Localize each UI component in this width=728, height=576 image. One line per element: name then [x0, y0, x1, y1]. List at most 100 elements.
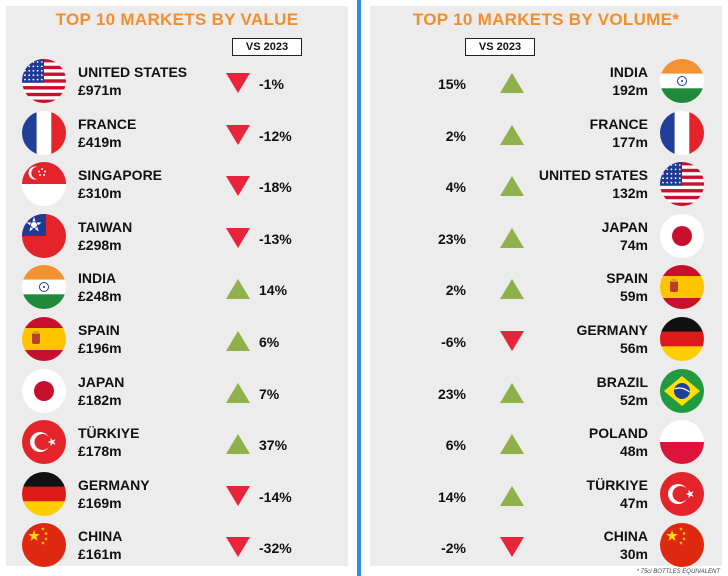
change-percent: 4% — [445, 179, 466, 196]
taiwan-flag-icon — [22, 213, 66, 258]
china-flag-icon — [22, 523, 66, 568]
market-value: 59m — [619, 288, 648, 305]
change-percent: -6% — [441, 334, 466, 350]
market-row: SPAIN 59m 2% — [370, 261, 722, 312]
country-name: INDIA — [609, 64, 648, 80]
change-percent: 14% — [259, 282, 288, 299]
france-flag-icon — [660, 110, 704, 155]
up-triangle-icon — [500, 124, 524, 150]
volume-panel-title: TOP 10 MARKETS BY VOLUME* — [412, 10, 680, 29]
footnote: * 75cl BOTTLES EQUIVALENT — [636, 569, 720, 575]
country-name: SINGAPORE — [78, 167, 163, 184]
market-row: CHINA £161m -32% — [6, 519, 348, 570]
market-row: JAPAN 74m 23% — [370, 210, 722, 261]
market-row: TÜRKIYE £178m 37% — [6, 416, 348, 467]
country-name: FRANCE — [589, 115, 648, 132]
country-name: UNITED STATES — [538, 167, 648, 184]
up-triangle-icon — [226, 279, 250, 304]
poland-flag-icon — [660, 420, 704, 465]
market-value: 47m — [619, 494, 648, 511]
down-triangle-icon — [500, 537, 524, 562]
change-percent: 2% — [445, 127, 466, 144]
market-value: £178m — [78, 443, 122, 460]
singapore-flag-icon — [22, 162, 66, 207]
france-flag-icon — [22, 110, 66, 155]
volume-panel: TOP 10 MARKETS BY VOLUME* VS 2023 INDIA 1… — [370, 6, 722, 568]
turkey-flag-icon — [660, 471, 704, 516]
value-vs-label: VS 2023 — [232, 38, 302, 56]
market-row: SINGAPORE £310m -18% — [6, 158, 348, 209]
up-triangle-icon — [500, 485, 524, 511]
market-value: £298m — [78, 236, 122, 253]
market-row: FRANCE 177m 2% — [370, 107, 722, 158]
up-triangle-icon — [226, 331, 250, 356]
market-value: 177m — [612, 133, 648, 150]
market-value: £310m — [78, 185, 122, 202]
china-flag-icon — [660, 523, 704, 568]
market-row: JAPAN £182m 7% — [6, 365, 348, 416]
country-name: GERMANY — [576, 322, 648, 338]
spain-flag-icon — [660, 265, 704, 310]
market-row: INDIA 192m 15% — [370, 55, 722, 106]
country-name: BRAZIL — [596, 373, 648, 390]
usa-flag-icon — [660, 162, 704, 207]
country-name: TÜRKIYE — [78, 425, 140, 442]
down-triangle-icon — [226, 537, 250, 562]
germany-flag-icon — [22, 471, 66, 516]
market-value: £419m — [78, 133, 122, 150]
market-row: FRANCE £419m -12% — [6, 107, 348, 158]
change-percent: 7% — [259, 385, 280, 402]
change-percent: 6% — [259, 334, 280, 350]
change-percent: 6% — [445, 437, 466, 454]
market-value: 56m — [619, 340, 648, 356]
country-name: TAIWAN — [78, 218, 133, 235]
change-percent: -2% — [441, 540, 466, 557]
market-value: £971m — [78, 82, 122, 98]
country-name: JAPAN — [601, 218, 648, 235]
value-panel: TOP 10 MARKETS BY VALUE VS 2023 UNITED S… — [6, 6, 348, 568]
change-percent: -13% — [259, 230, 292, 247]
change-percent: 37% — [259, 437, 288, 454]
up-triangle-icon — [500, 434, 524, 459]
volume-vs-label: VS 2023 — [465, 38, 535, 56]
market-row: INDIA £248m 14% — [6, 261, 348, 312]
market-row: GERMANY £169m -14% — [6, 468, 348, 519]
down-triangle-icon — [226, 227, 250, 253]
market-value: 192m — [612, 82, 648, 98]
change-percent: 23% — [437, 230, 466, 247]
market-value: £182m — [78, 391, 122, 408]
market-value: £248m — [78, 288, 122, 305]
brazil-flag-icon — [660, 368, 704, 413]
country-name: GERMANY — [78, 476, 150, 493]
country-name: POLAND — [588, 425, 648, 442]
market-value: 132m — [612, 185, 648, 202]
up-triangle-icon — [500, 176, 524, 201]
down-triangle-icon — [226, 73, 250, 98]
market-row: BRAZIL 52m 23% — [370, 365, 722, 416]
country-name: JAPAN — [78, 373, 125, 390]
market-value: 30m — [619, 546, 648, 563]
market-value: 74m — [619, 236, 648, 253]
up-triangle-icon — [500, 279, 524, 304]
market-row: TAIWAN £298m -13% — [6, 210, 348, 261]
turkey-flag-icon — [22, 420, 66, 465]
market-row: TÜRKIYE 47m 14% — [370, 468, 722, 519]
down-triangle-icon — [226, 124, 250, 150]
up-triangle-icon — [226, 434, 250, 459]
country-name: SPAIN — [78, 322, 120, 338]
up-triangle-icon — [500, 73, 524, 98]
value-panel-title: TOP 10 MARKETS BY VALUE — [55, 10, 299, 29]
change-percent: 23% — [437, 385, 466, 402]
up-triangle-icon — [226, 382, 250, 408]
country-name: TÜRKIYE — [586, 476, 648, 493]
change-percent: -14% — [259, 488, 292, 505]
change-percent: 15% — [437, 76, 466, 92]
change-percent: -1% — [259, 76, 284, 92]
market-row: UNITED STATES £971m -1% — [6, 55, 348, 106]
change-percent: -18% — [259, 179, 292, 196]
country-name: UNITED STATES — [78, 64, 188, 80]
market-row: UNITED STATES 132m 4% — [370, 158, 722, 209]
market-value: £161m — [78, 546, 122, 563]
up-triangle-icon — [500, 227, 524, 253]
japan-flag-icon — [660, 213, 704, 258]
